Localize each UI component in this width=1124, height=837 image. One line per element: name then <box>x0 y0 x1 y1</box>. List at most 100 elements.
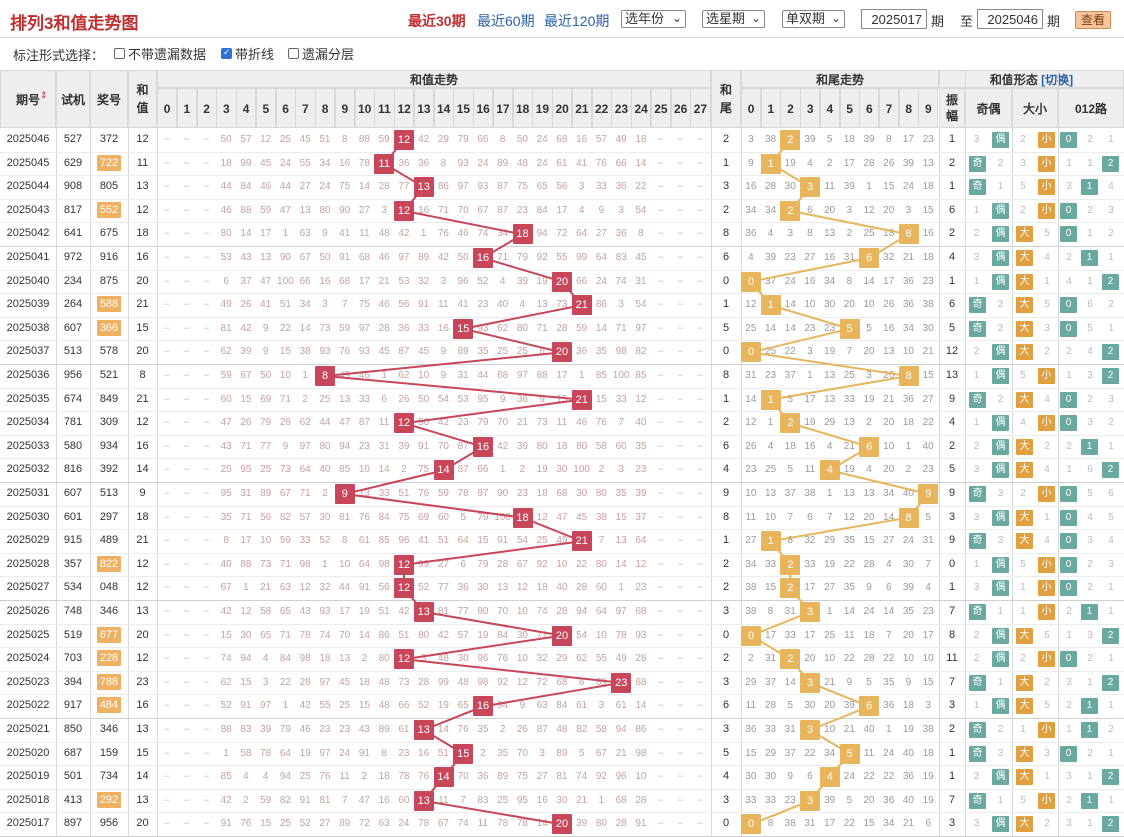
sum-omission: ━ <box>203 701 209 711</box>
sum-omission: ━ <box>184 229 190 239</box>
bs-marker: 大 <box>1016 509 1033 526</box>
sum-omission: 96 <box>477 653 489 665</box>
period-link-120[interactable]: 最近120期 <box>544 13 610 29</box>
bs-omission: 2 <box>1044 346 1050 358</box>
table-row-amp: 6 <box>948 203 956 216</box>
table-row-amp: 7 <box>948 605 956 617</box>
tail-col-header: 4 <box>819 88 840 128</box>
sum-omission: 71 <box>279 629 291 641</box>
header-issue[interactable]: 期号 <box>0 70 56 128</box>
option-with-line[interactable]: 带折线 <box>221 44 274 63</box>
sum-omission: 59 <box>220 370 232 381</box>
sum-omission: 10 <box>260 535 272 547</box>
tail-omission: 36 <box>902 299 914 311</box>
checkbox-icon[interactable] <box>288 48 299 59</box>
sum-omission: 33 <box>418 322 430 334</box>
prize-number: 048 <box>99 581 119 594</box>
period-link-60[interactable]: 最近60期 <box>477 13 535 29</box>
tail-hit-marker: 6 <box>859 436 880 457</box>
period-link-30[interactable]: 最近30期 <box>408 13 466 29</box>
checkbox-checked-icon[interactable] <box>221 47 232 59</box>
sum-omission: 1 <box>598 794 605 806</box>
prize-number: 521 <box>99 369 119 381</box>
tail-omission: 19 <box>784 157 796 169</box>
oe-omission: 2 <box>973 228 980 240</box>
odd-even-select[interactable]: 单双期 ⌄ <box>782 10 845 28</box>
sum-omission: ━ <box>184 371 190 380</box>
sort-icon[interactable]: ⇕ <box>40 90 48 100</box>
sum-omission: 80 <box>595 818 607 830</box>
sum-omission: 68 <box>635 606 647 617</box>
road-omission: 6 <box>1087 464 1093 476</box>
sum-omission: 6 <box>578 676 585 688</box>
sum-omission: ━ <box>203 795 209 805</box>
sum-omission: 28 <box>299 676 311 688</box>
tail-omission: 32 <box>883 252 895 263</box>
sum-omission: ━ <box>677 135 683 144</box>
sum-omission: 72 <box>358 818 370 830</box>
tail-omission: 39 <box>843 700 855 712</box>
sum-omission: 78 <box>398 771 410 783</box>
table-row-prize: 489 <box>90 529 128 553</box>
sum-omission: 52 <box>319 535 331 547</box>
road-omission: 2 <box>1066 606 1072 617</box>
sum-omission: 25 <box>260 464 272 476</box>
sum-omission: ━ <box>203 819 209 829</box>
sum-omission: ━ <box>164 489 170 498</box>
sum-omission: 87 <box>398 346 410 358</box>
tail-omission: 1 <box>826 606 833 617</box>
sum-omission: ━ <box>677 489 683 498</box>
sum-omission: 64 <box>299 464 311 476</box>
weekday-select[interactable]: 选星期 ⌄ <box>702 10 765 28</box>
sum-omission: 10 <box>595 629 607 641</box>
sum-omission: 9 <box>262 346 269 358</box>
year-select[interactable]: 选年份 ⌄ <box>621 10 686 28</box>
sum-omission: 8 <box>440 157 447 169</box>
option-missing-layer[interactable]: 遗漏分层 <box>288 44 354 63</box>
sum-omission: 78 <box>299 629 311 641</box>
sum-omission: 93 <box>477 181 489 193</box>
sum-omission: 89 <box>378 724 390 735</box>
sum-omission: 50 <box>260 370 272 381</box>
road-omission: 2 <box>1087 134 1093 145</box>
zhi-label: 至 <box>960 14 974 29</box>
sum-omission: 59 <box>378 134 390 145</box>
checkbox-icon[interactable] <box>114 48 125 59</box>
sum-omission: 85 <box>595 370 607 381</box>
prize-number: 297 <box>99 510 119 523</box>
sum-omission: 79 <box>279 724 291 735</box>
switch-link[interactable]: [切换] <box>1037 73 1074 87</box>
sum-omission: 24 <box>319 181 331 193</box>
period-from-input[interactable]: 2025017 <box>861 9 927 29</box>
sum-omission: ━ <box>677 819 683 829</box>
sum-omission: 80 <box>477 606 489 617</box>
sum-omission: 28 <box>635 794 647 806</box>
sum-omission: 99 <box>418 558 430 570</box>
tail-omission: 20 <box>804 653 816 665</box>
option-no-missing[interactable]: 不带遗漏数据 <box>114 44 206 63</box>
tail-omission: 33 <box>764 794 777 806</box>
view-button[interactable]: 查看 <box>1075 11 1111 29</box>
prize-number: 372 <box>99 133 119 145</box>
sum-omission: 94 <box>279 771 291 783</box>
table-row-tail: 5 <box>722 746 730 759</box>
sum-hit-marker: 12 <box>394 554 414 575</box>
sum-omission: 70 <box>457 204 469 216</box>
road-omission: 2 <box>1108 417 1114 429</box>
prize-number: 805 <box>99 180 119 193</box>
sum-omission: ━ <box>658 465 664 475</box>
sum-omission: 99 <box>240 157 252 169</box>
sum-omission: 47 <box>358 794 370 806</box>
sum-omission: 10 <box>516 606 528 617</box>
table-row-tail: 3 <box>722 675 730 688</box>
sum-omission: ━ <box>677 536 683 546</box>
period-to-input[interactable]: 2025046 <box>977 9 1043 29</box>
sum-omission: 15 <box>260 818 272 830</box>
prize-number: 675 <box>99 227 119 240</box>
sum-hit-marker: 20 <box>552 625 572 646</box>
header-prize: 奖号 <box>90 70 128 128</box>
sum-omission: 77 <box>260 440 272 452</box>
chevron-down-icon: ⌄ <box>671 11 682 25</box>
sum-omission: 77 <box>398 181 410 193</box>
sum-omission: 60 <box>398 794 410 806</box>
